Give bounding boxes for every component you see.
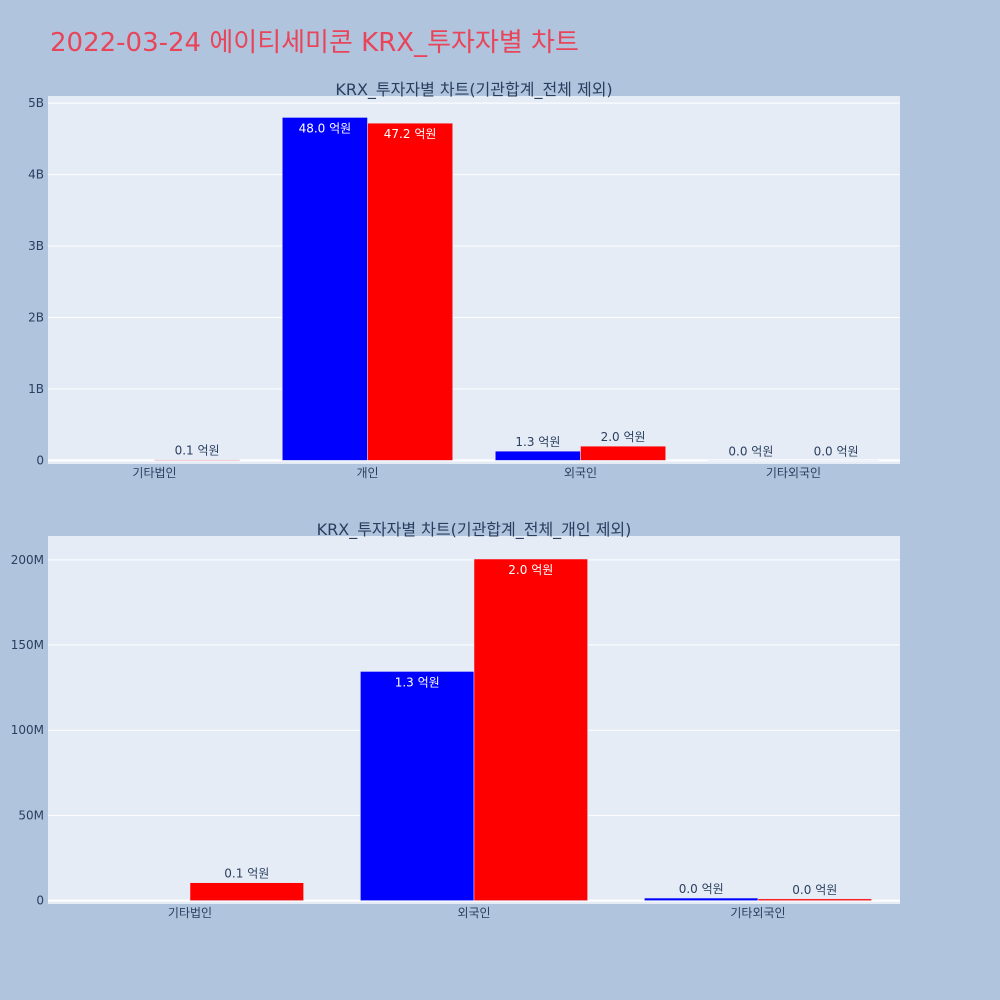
bar: [367, 122, 453, 461]
data-label: 47.2 억원: [384, 127, 437, 141]
plot-area: [48, 96, 900, 464]
x-tick-label: 기타외국인: [766, 466, 821, 480]
bar: [757, 898, 872, 901]
y-tick-label: 200M: [11, 553, 44, 567]
chart-title: KRX_투자자별 차트(기관합계_전체_개인 제외): [317, 520, 632, 540]
data-label: 1.3 억원: [515, 435, 560, 449]
x-tick-label: 외국인: [457, 906, 490, 920]
y-tick-label: 3B: [28, 239, 44, 253]
data-label: 48.0 억원: [299, 121, 352, 135]
y-tick-label: 100M: [11, 723, 44, 737]
x-tick-label: 기타외국인: [730, 906, 785, 920]
y-tick-label: 2B: [28, 311, 44, 325]
x-tick-label: 개인: [356, 466, 378, 480]
x-tick-label: 외국인: [564, 466, 597, 480]
bar: [580, 445, 666, 461]
y-tick-label: 150M: [11, 638, 44, 652]
chart-title: KRX_투자자별 차트(기관합계_전체 제외): [335, 80, 612, 100]
data-label: 0.1 억원: [224, 867, 269, 881]
x-tick-label: 기타법인: [132, 466, 176, 480]
bar: [473, 558, 588, 901]
data-label: 1.3 억원: [395, 675, 440, 689]
y-tick-label: 4B: [28, 168, 44, 182]
y-tick-label: 1B: [28, 382, 44, 396]
data-label: 0.1 억원: [175, 444, 220, 458]
y-tick-label: 0: [36, 894, 44, 908]
data-label: 2.0 억원: [508, 563, 553, 577]
data-label: 0.0 억원: [679, 882, 724, 896]
data-label: 2.0 억원: [601, 430, 646, 444]
page-title: 2022-03-24 에이티세미콘 KRX_투자자별 차트: [50, 28, 579, 58]
bar: [495, 450, 581, 461]
bar: [154, 459, 240, 461]
data-label: 0.0 억원: [792, 883, 837, 897]
bar: [282, 117, 368, 461]
data-label: 0.0 억원: [728, 444, 773, 458]
y-tick-label: 50M: [18, 808, 44, 822]
x-tick-label: 기타법인: [168, 906, 212, 920]
y-tick-label: 0: [36, 453, 44, 467]
y-tick-label: 5B: [28, 96, 44, 110]
bar: [189, 882, 304, 901]
data-label: 0.0 억원: [814, 444, 859, 458]
bar: [360, 671, 475, 901]
bar: [644, 897, 759, 901]
